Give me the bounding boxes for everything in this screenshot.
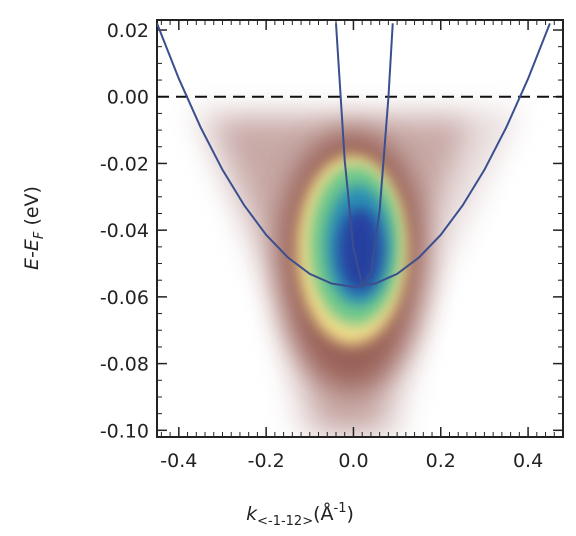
x-label-unit: (Å xyxy=(313,502,333,525)
x-tick-label: 0.2 xyxy=(426,450,456,472)
y-tick-label: 0.02 xyxy=(107,20,149,42)
y-tick-label: -0.02 xyxy=(100,153,149,175)
intensity-map xyxy=(190,110,520,437)
x-label-close: ) xyxy=(346,503,353,525)
dispersion-curve xyxy=(157,22,551,288)
y-tick-label: -0.08 xyxy=(100,354,149,376)
y-tick-label: -0.04 xyxy=(100,220,149,242)
x-axis-label: k<-1-12>(Å-1) xyxy=(246,501,354,529)
plot-frame xyxy=(156,19,564,438)
x-tick-label: -0.4 xyxy=(160,450,197,472)
x-tick-label: 0.0 xyxy=(338,450,368,472)
y-tick-label: -0.06 xyxy=(100,287,149,309)
x-label-sup: -1 xyxy=(334,501,347,516)
x-tick-label: -0.2 xyxy=(248,450,285,472)
y-label-main: E-E xyxy=(21,239,43,270)
x-label-sub: <-1-12> xyxy=(257,514,313,529)
dispersion-curve xyxy=(334,23,394,288)
y-tick-label: -0.10 xyxy=(100,420,149,442)
x-tick-label: 0.4 xyxy=(513,450,543,472)
y-label-unit: (eV) xyxy=(21,186,43,232)
y-tick-label: 0.00 xyxy=(107,87,149,109)
x-label-main: k xyxy=(246,503,258,525)
y-axis-label: E-EF (eV) xyxy=(21,186,47,270)
y-label-sub: F xyxy=(32,231,47,239)
